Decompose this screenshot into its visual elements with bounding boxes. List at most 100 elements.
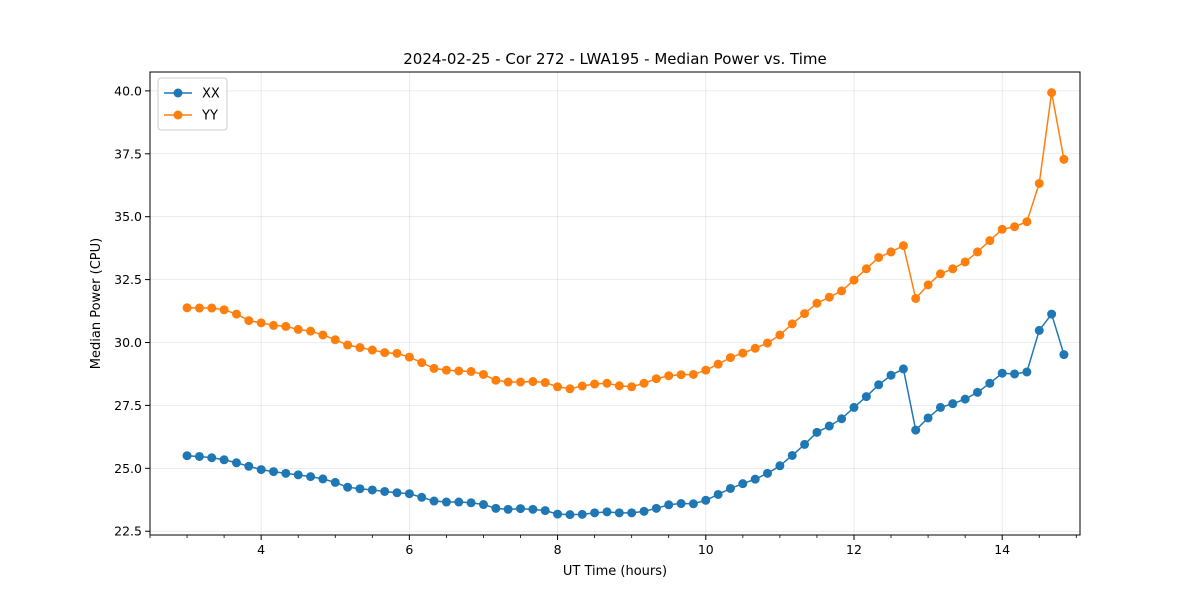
data-point-xx [713,489,723,499]
data-point-yy [417,358,427,368]
data-point-xx [392,488,402,498]
data-point-xx [948,399,958,409]
data-point-yy [281,321,291,331]
data-point-yy [701,365,711,375]
data-point-yy [614,381,624,391]
data-point-xx [688,499,698,509]
x-tick-label: 12 [846,542,862,557]
data-point-yy [441,365,451,375]
data-point-yy [194,303,204,313]
data-point-xx [491,503,501,513]
data-point-xx [935,402,945,412]
y-tick-label: 35.0 [114,209,142,224]
data-point-yy [565,384,575,394]
data-point-yy [306,326,316,336]
data-point-xx [367,485,377,495]
data-point-xx [293,470,303,480]
data-point-yy [738,348,748,358]
x-tick-label: 6 [405,542,413,557]
data-point-yy [244,316,254,326]
data-point-xx [824,421,834,431]
data-point-xx [355,484,365,494]
data-point-yy [466,366,476,376]
data-point-yy [837,286,847,296]
data-point-xx [590,508,600,518]
data-point-xx [404,489,414,499]
data-point-yy [577,381,587,391]
data-point-xx [874,380,884,390]
y-tick-label: 27.5 [114,398,142,413]
data-point-xx [997,368,1007,378]
y-tick-label: 32.5 [114,272,142,287]
data-point-xx [1047,309,1057,319]
data-point-yy [651,374,661,384]
data-point-yy [219,305,229,315]
data-point-xx [503,504,513,514]
data-point-xx [750,474,760,484]
data-point-yy [725,353,735,363]
data-point-yy [1010,222,1020,232]
data-point-xx [898,364,908,374]
data-point-xx [775,461,785,471]
data-point-xx [651,503,661,513]
axis-ticks: 4 6 8 10 12 14 22.5 25.0 27.5 30.0 32.5 35.0 37.5 40.… [114,83,1077,557]
data-point-yy [553,382,563,392]
data-point-yy [948,264,958,274]
data-point-yy [318,330,328,340]
data-point-xx [923,413,933,423]
legend-item-yy: YY [164,109,218,124]
data-point-xx [466,498,476,508]
data-point-xx [701,495,711,505]
data-point-yy [688,369,698,379]
data-point-yy [676,370,686,380]
data-point-xx [664,500,674,510]
data-point-yy [787,319,797,329]
data-point-yy [1059,154,1069,164]
data-point-xx [812,427,822,437]
legend-label-yy: YY [201,109,218,124]
grid-lines [150,72,1080,535]
data-point-yy [182,303,192,313]
data-point-xx [330,477,340,487]
data-point-xx [269,467,279,477]
data-point-xx [540,506,550,516]
y-tick-label: 37.5 [114,146,142,161]
data-point-xx [207,453,217,463]
data-point-xx [194,451,204,461]
data-point-yy [528,377,538,387]
data-point-yy [861,264,871,274]
data-point-yy [231,309,241,319]
data-point-xx [1059,350,1069,360]
data-point-xx [886,370,896,380]
data-point-yy [923,280,933,290]
data-point-xx [182,451,192,461]
data-point-xx [1034,325,1044,335]
data-point-yy [935,269,945,279]
data-point-xx [553,509,563,519]
data-point-yy [355,343,365,353]
data-point-xx [429,496,439,506]
data-point-xx [231,458,241,468]
data-point-yy [516,377,526,387]
data-point-yy [293,324,303,334]
data-point-yy [849,275,859,285]
data-point-xx [787,450,797,460]
data-point-yy [874,252,884,262]
data-point-yy [800,309,810,319]
series-xx [182,309,1069,520]
y-tick-label: 25.0 [114,461,142,476]
data-point-yy [404,352,414,362]
y-tick-label: 30.0 [114,335,142,350]
data-point-yy [207,303,217,313]
data-point-yy [392,348,402,358]
data-point-xx [837,414,847,424]
data-point-yy [602,378,612,388]
legend-marker-yy [173,110,183,120]
data-point-xx [565,510,575,520]
data-point-yy [812,298,822,308]
data-point-yy [713,359,723,369]
data-point-xx [516,504,526,514]
series-yy [182,88,1069,394]
data-point-yy [763,338,773,348]
